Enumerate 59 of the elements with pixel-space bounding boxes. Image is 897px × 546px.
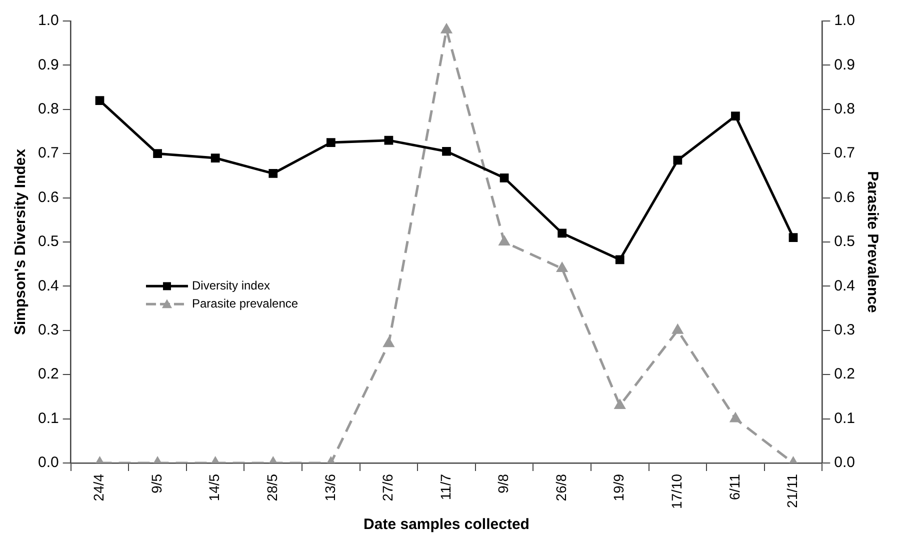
point (672, 324, 683, 334)
y-tick-label: 0.6 (38, 188, 59, 206)
x-tick-label: 11/7 (437, 474, 454, 500)
y-tick-label: 0.1 (38, 410, 59, 427)
y2-tick-label: 0.1 (834, 410, 856, 427)
point (499, 236, 510, 246)
x-tick-label: 9/5 (148, 474, 164, 494)
x-tick-label: 21/11 (784, 474, 800, 508)
point (614, 400, 626, 410)
point (615, 255, 624, 264)
y2-tick-label: 0.9 (834, 56, 856, 74)
point (556, 262, 568, 272)
point (268, 169, 278, 178)
x-tick-label: 9/8 (495, 474, 512, 494)
y-tick-label: 0.3 (38, 322, 59, 339)
point (210, 154, 220, 162)
y-tick-label: 0.7 (38, 144, 59, 162)
y-axis-title: Simpson's Diversity Index (12, 148, 30, 336)
y2-tick-label: 1.0 (834, 12, 856, 30)
y-tick-label: 0.8 (38, 100, 59, 118)
y-tick-label: 0.9 (38, 56, 59, 74)
x-tick-label: 24/4 (90, 474, 107, 502)
x-tick-label: 14/5 (206, 474, 222, 502)
point (384, 338, 394, 348)
y2-tick-label: 0.7 (834, 144, 856, 162)
x-tick-label: 27/6 (380, 474, 396, 502)
y2-tick-label: 0.8 (834, 100, 856, 118)
y2-tick-label: 0.0 (834, 454, 856, 472)
y-tick-label: 0.4 (38, 277, 59, 294)
x-tick-label: 17/10 (668, 474, 685, 510)
point (788, 233, 798, 242)
point (730, 413, 741, 422)
x-tick-label: 28/5 (264, 474, 280, 502)
y2-tick-label: 0.4 (834, 277, 856, 294)
point (95, 96, 104, 105)
x-tick-label: 6/11 (726, 474, 742, 500)
y-tick-label: 1.0 (38, 12, 59, 30)
y-tick-label: 0.0 (38, 454, 59, 472)
y2-tick-label: 0.2 (834, 366, 856, 383)
y-tick-label: 0.2 (38, 366, 59, 383)
point (731, 112, 740, 120)
point (384, 136, 394, 145)
legend-label: Diversity index (192, 278, 270, 292)
point (558, 228, 567, 238)
x-tick-label: 26/8 (552, 474, 569, 502)
y2-tick-label: 0.3 (834, 322, 856, 339)
y-tick-label: 0.5 (38, 233, 59, 250)
legend-label: Parasite prevalence (192, 296, 298, 310)
point (326, 138, 336, 147)
point (673, 156, 682, 165)
y2-tick-label: 0.5 (834, 233, 856, 250)
x-tick-label: 19/9 (610, 474, 627, 502)
point (153, 149, 162, 158)
point (500, 173, 509, 182)
point (442, 146, 451, 156)
x-tick-label: 13/6 (322, 474, 338, 502)
x-axis-title: Date samples collected (364, 516, 530, 534)
y2-tick-label: 0.6 (834, 188, 856, 206)
y2-axis-title: Parasite Prevalence (864, 171, 881, 313)
